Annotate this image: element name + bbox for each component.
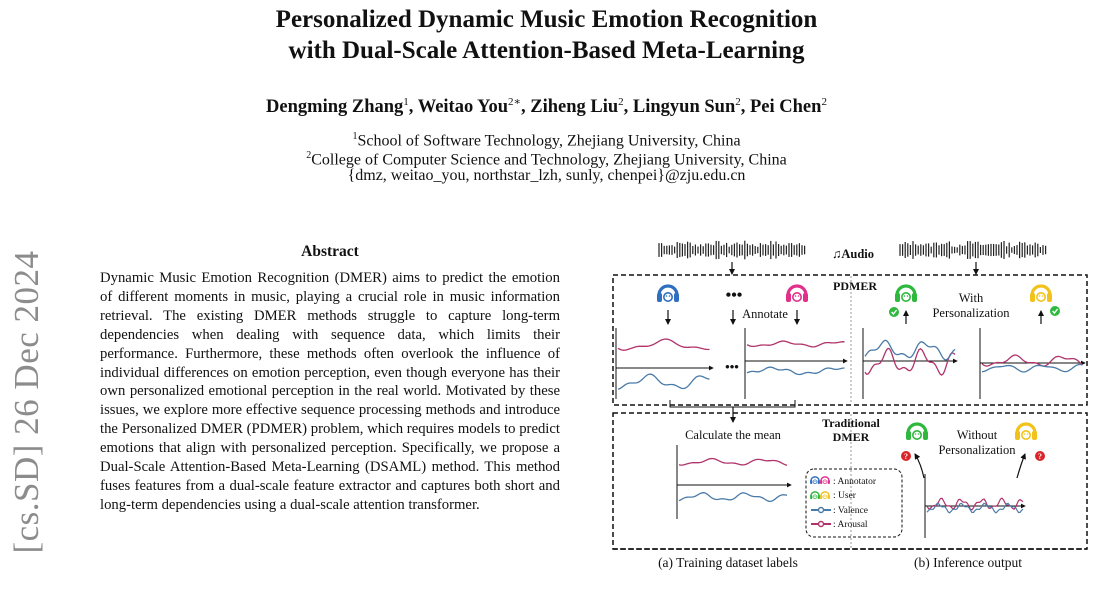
with-label-2: Personalization (932, 306, 1010, 320)
caption-b: (b) Inference output (914, 555, 1022, 570)
title-line-2: with Dual-Scale Attention-Based Meta-Lea… (288, 37, 805, 64)
paper-title: Personalized Dynamic Music Emotion Recog… (0, 4, 1093, 66)
abstract-heading: Abstract (301, 243, 359, 260)
user-headphones-icon (893, 284, 919, 304)
title-line-1: Personalized Dynamic Music Emotion Recog… (275, 6, 818, 33)
user-headphones-icon (1028, 284, 1054, 304)
without-label-2: Personalization (938, 443, 1016, 457)
ellipsis-icon: ••• (725, 359, 739, 374)
user-plot (862, 328, 958, 399)
audio-waveform-left (658, 240, 806, 260)
affiliation-2: 2College of Computer Science and Technol… (306, 150, 787, 169)
affiliation-1: 1School of Software Technology, Zhejiang… (352, 131, 741, 150)
user-headphones-icon (1013, 422, 1039, 442)
ellipsis-icon: ••• (726, 287, 743, 304)
traditional-dmer-box (612, 412, 1088, 550)
user-headphones-icon (904, 422, 930, 442)
calculate-mean-label: Calculate the mean (685, 428, 782, 442)
mean-plot (676, 445, 792, 519)
user-plot (979, 328, 1086, 399)
author: Dengming Zhang1 (266, 96, 409, 118)
abstract-text: Dynamic Music Emotion Recognition (DMER)… (100, 270, 560, 513)
caption-a: (a) Training dataset labels (658, 555, 798, 570)
arxiv-watermark: [cs.SD] 26 Dec 2024 (7, 250, 46, 554)
legend-annotator: : Annotator (833, 477, 877, 487)
author-emails: {dmz, weitao_you, northstar_lzh, sunly, … (347, 167, 746, 184)
author: Weitao You2∗ (417, 96, 521, 118)
without-label: Without (957, 428, 998, 442)
check-icon (1049, 305, 1061, 317)
pdmer-label: PDMER (833, 279, 877, 293)
annotator-headphones-icon (655, 284, 681, 304)
author: Ziheng Liu2 (530, 96, 624, 118)
question-icon (1035, 451, 1045, 461)
audio-label: ♫Audio (832, 247, 874, 261)
legend-valence: : Valence (833, 506, 868, 516)
with-label: With (959, 291, 984, 305)
traditional-label: Traditional (822, 416, 880, 430)
check-icon (888, 306, 900, 318)
annotator-headphones-icon (784, 284, 810, 304)
annotator-plot (744, 328, 848, 399)
author: Lingyun Sun2 (632, 96, 741, 118)
legend-arousal: : Arousal (833, 520, 868, 530)
audio-waveform-right (899, 241, 1047, 259)
annotator-plot (615, 328, 714, 399)
annotate-label: Annotate (742, 307, 788, 321)
pdmer-box (612, 274, 1088, 406)
overview-figure: ? ♫Audio PDMER ••• Annotate ••• With Per… (612, 240, 1088, 570)
author: Pei Chen2 (750, 96, 827, 118)
prediction-plot (924, 474, 1026, 538)
legend-box (805, 468, 903, 538)
traditional-label-2: DMER (833, 430, 870, 444)
author-list: Dengming Zhang1, Weitao You2∗, Ziheng Li… (266, 96, 827, 118)
question-icon (901, 451, 911, 461)
legend-user: : User (833, 491, 857, 501)
